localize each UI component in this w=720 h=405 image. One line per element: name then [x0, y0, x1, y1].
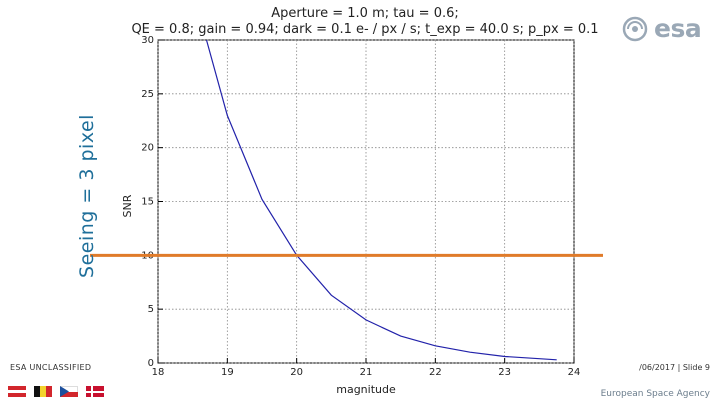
y-tick-label: 25 — [141, 89, 154, 100]
denmark-flag-icon — [86, 386, 104, 397]
agency-name: European Space Agency — [600, 389, 710, 399]
y-axis-label: SNR — [121, 194, 134, 217]
plot-title-line2: QE = 0.8; gain = 0.94; dark = 0.1 e- / p… — [131, 22, 599, 37]
x-tick-label: 22 — [429, 367, 442, 378]
y-tick-label: 20 — [141, 143, 154, 154]
x-tick-label: 24 — [568, 367, 581, 378]
classification-label: ESA UNCLASSIFIED — [10, 363, 92, 372]
czech-flag-icon — [60, 386, 78, 397]
esa-logo-icon — [622, 16, 648, 42]
x-tick-label: 20 — [290, 367, 303, 378]
x-tick-label: 21 — [360, 367, 373, 378]
x-tick-label: 18 — [152, 367, 165, 378]
x-ticks: 18 19 20 21 22 23 24 — [152, 358, 581, 378]
x-axis-label: magnitude — [336, 383, 396, 396]
x-tick-label: 19 — [221, 367, 234, 378]
y-tick-label: 30 — [141, 35, 154, 46]
snr-curve-line — [205, 39, 557, 361]
member-flags — [8, 386, 104, 398]
plot-title-line1: Aperture = 1.0 m; tau = 0.6; — [271, 6, 459, 21]
austria-flag-icon — [8, 386, 26, 398]
esa-logo-text: esa — [654, 14, 702, 43]
y-tick-label: 0 — [148, 358, 154, 369]
plot-title: Aperture = 1.0 m; tau = 0.6; QE = 0.8; g… — [131, 6, 598, 38]
x-tick-label: 23 — [498, 367, 511, 378]
belgium-flag-icon — [34, 386, 52, 397]
y-tick-label: 5 — [148, 304, 154, 315]
y-tick-label: 15 — [141, 197, 154, 208]
slide-side-title: Seeing = 3 pixel — [76, 114, 98, 278]
slide-number: /06/2017 | Slide 9 — [639, 363, 710, 372]
